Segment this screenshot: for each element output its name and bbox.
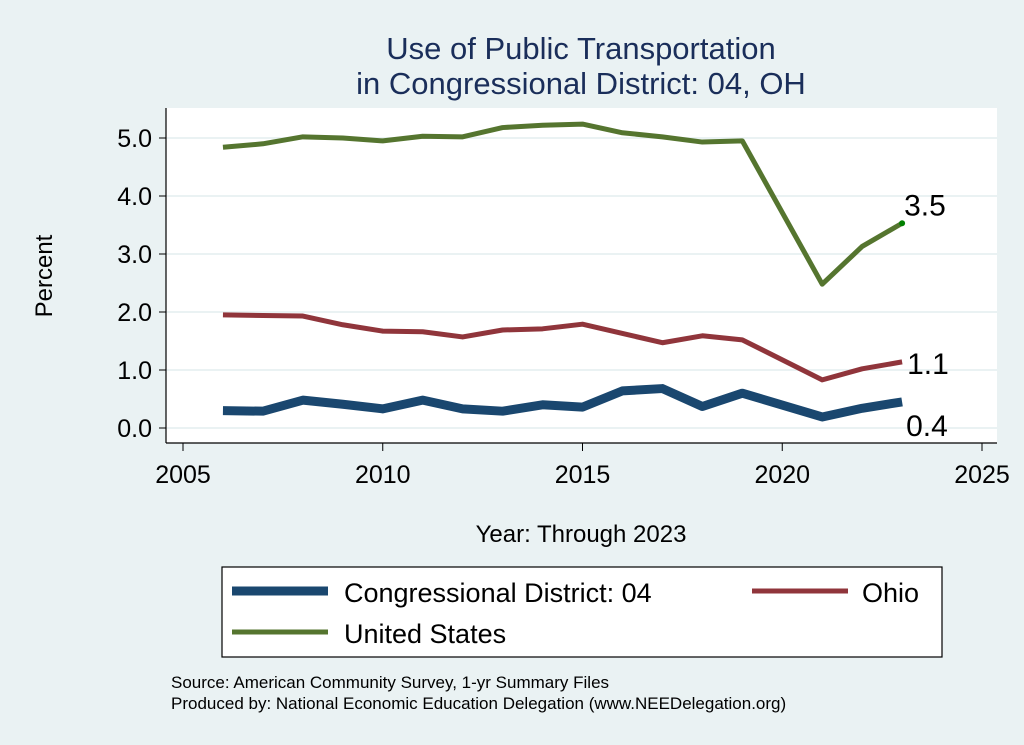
x-axis: 2005 2010 2015 2020 2025: [155, 442, 1010, 489]
y-tick-label: 5.0: [117, 125, 152, 153]
producer-note: Produced by: National Economic Education…: [171, 694, 786, 713]
y-tick-label: 2.0: [117, 299, 152, 327]
series-line-ohio: [222, 312, 903, 383]
y-tick-label: 3.0: [117, 241, 152, 269]
y-axis: 0.0 1.0 2.0 3.0 4.0 5.0: [117, 108, 167, 443]
x-tick-label: 2025: [954, 461, 1010, 489]
y-axis-title: Percent: [31, 234, 58, 317]
series-line-us: [222, 121, 904, 287]
x-tick-label: 2010: [355, 461, 411, 489]
y-tick-label: 0.0: [117, 415, 152, 443]
end-labels: 0.4 1.1 3.5: [904, 189, 949, 443]
plot-area: [166, 108, 997, 443]
end-label-us: 3.5: [904, 189, 946, 222]
series-line-cd04: [222, 384, 903, 422]
us-end-marker: [899, 220, 906, 227]
legend-box: [221, 566, 943, 658]
x-tick-label: 2020: [754, 461, 810, 489]
x-axis-title: Year: Through 2023: [476, 521, 687, 548]
y-tick-label: 4.0: [117, 183, 152, 211]
end-label-cd04: 0.4: [906, 410, 948, 443]
legend-label-us: United States: [344, 619, 506, 649]
chart-title-line-1: Use of Public Transportation: [386, 31, 775, 66]
source-note: Source: American Community Survey, 1-yr …: [171, 673, 609, 692]
chart-title-line-2: in Congressional District: 04, OH: [356, 66, 806, 101]
x-tick-label: 2005: [155, 461, 211, 489]
legend-label-cd04: Congressional District: 04: [344, 578, 652, 608]
series-lines: [222, 121, 906, 422]
x-tick-label: 2015: [555, 461, 611, 489]
legend: Congressional District: 04 Ohio United S…: [221, 566, 943, 658]
y-tick-label: 1.0: [117, 357, 152, 385]
legend-label-ohio: Ohio: [862, 578, 919, 608]
end-label-ohio: 1.1: [907, 348, 949, 381]
